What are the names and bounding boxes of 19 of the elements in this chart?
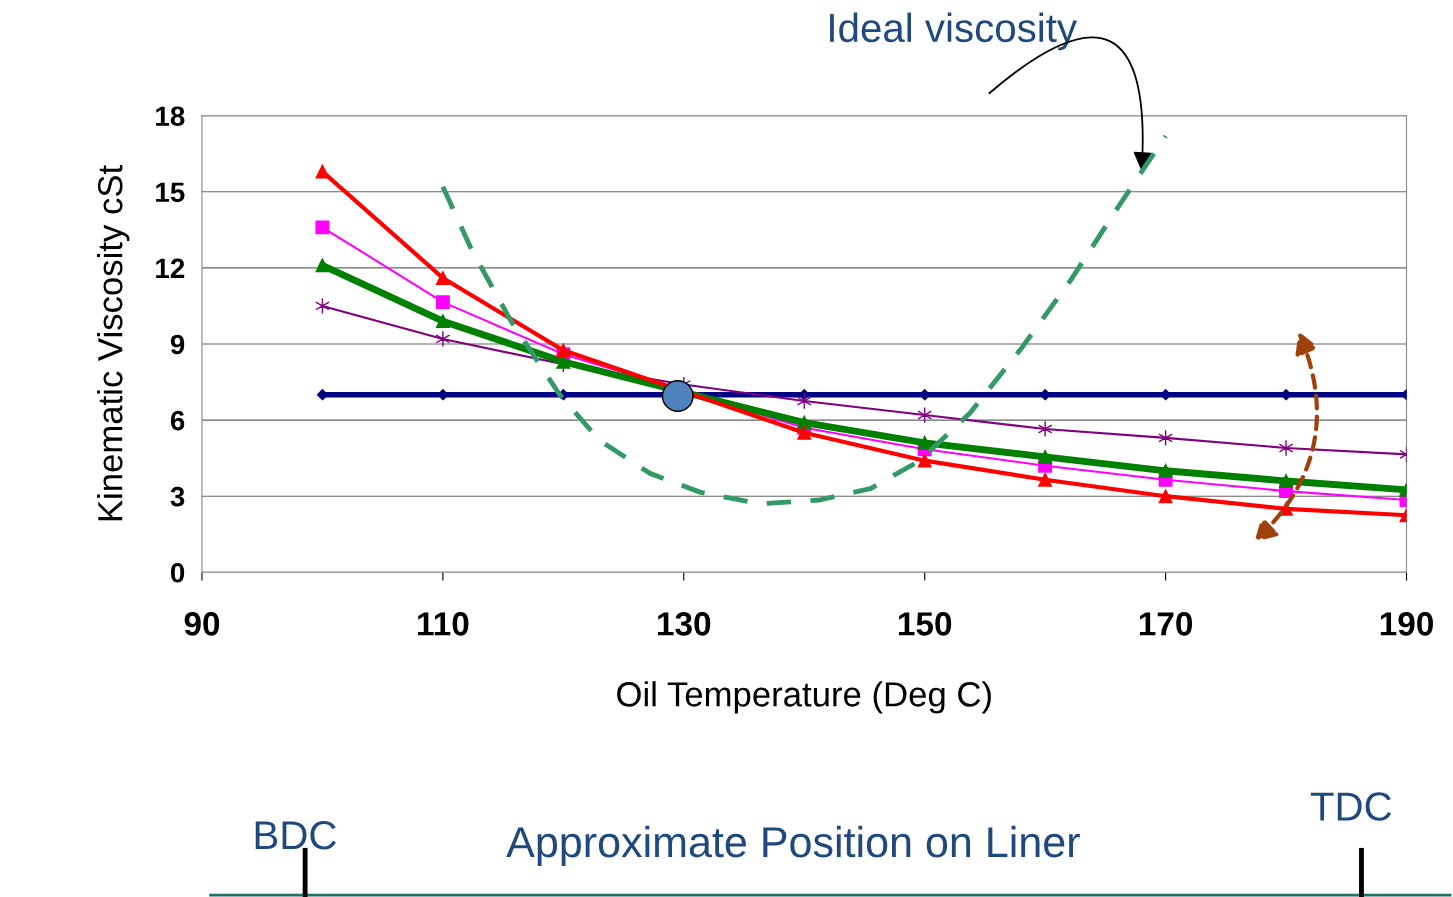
y-tick-label: 0 [170, 562, 185, 583]
x-tick-label: 190 [1380, 612, 1433, 636]
annotation: Ideal viscosity [830, 12, 1077, 51]
text: Approximate Position on Liner [506, 825, 1080, 866]
y-tick-label: 18 [156, 106, 185, 127]
y-tick-label: 15 [156, 182, 185, 203]
x-tick-label: 110 [418, 612, 469, 636]
x-tick-label: 90 [184, 612, 220, 636]
text: TDC [1310, 792, 1392, 821]
x-tick-label: 130 [658, 612, 711, 636]
x-tick-label: 150 [898, 612, 952, 636]
text: BDC [255, 820, 336, 850]
y-tick-label: 9 [170, 334, 185, 355]
y-tick-label: 3 [170, 486, 185, 507]
x-tick-label: 170 [1139, 612, 1193, 636]
y-axis-title: Kinematic Viscosity cSt [97, 165, 130, 521]
y-tick-label: 12 [156, 258, 185, 278]
y-tick-label: 6 [170, 410, 185, 431]
x-axis-title: Oil Temperature (Deg C) [617, 681, 991, 714]
